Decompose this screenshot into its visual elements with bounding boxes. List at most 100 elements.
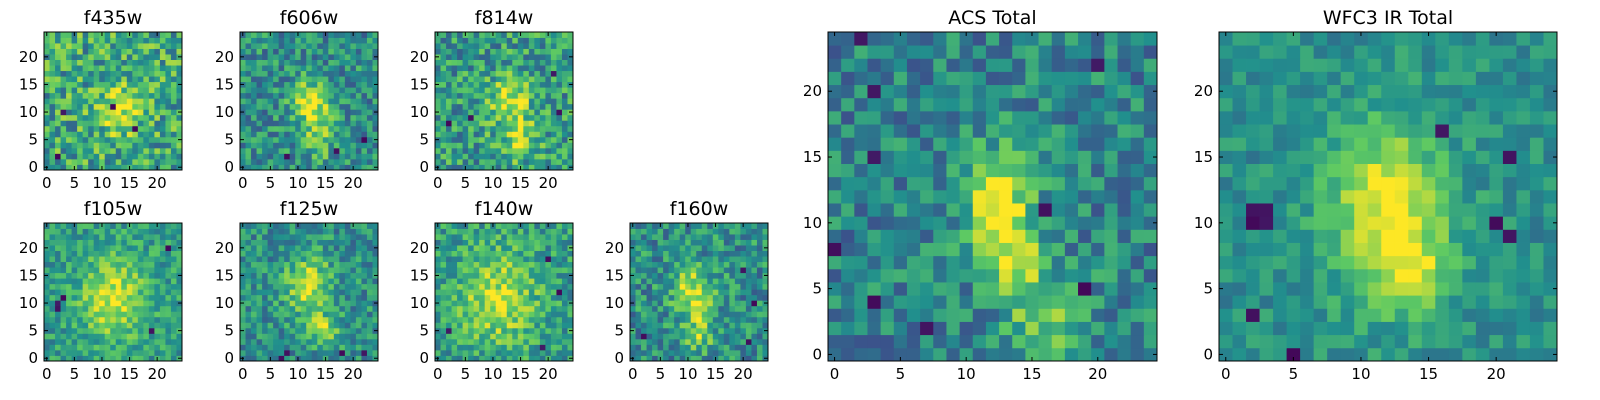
heatmap-cell xyxy=(556,223,563,229)
heatmap-cell xyxy=(462,59,469,66)
heatmap-cell xyxy=(82,65,89,72)
heatmap-cell xyxy=(66,87,72,94)
x-tick-label: 0 xyxy=(628,365,638,383)
y-tick-label: 20 xyxy=(215,48,234,66)
heatmap-cell xyxy=(99,131,106,138)
heatmap-cell xyxy=(295,283,302,290)
heatmap-cell xyxy=(462,349,469,356)
heatmap-cell xyxy=(517,344,524,351)
heatmap-cell xyxy=(545,125,552,132)
heatmap-cell xyxy=(567,98,574,105)
heatmap-cell xyxy=(77,228,84,235)
heatmap-cell xyxy=(685,316,692,323)
heatmap-cell xyxy=(306,114,313,121)
heatmap-cell xyxy=(473,338,480,345)
heatmap-cell xyxy=(60,43,67,49)
heatmap-cell xyxy=(854,189,868,204)
heatmap-cell xyxy=(355,250,362,257)
heatmap-cell xyxy=(49,48,56,55)
heatmap-cell xyxy=(361,125,368,132)
heatmap-cell xyxy=(361,355,368,362)
heatmap-cell xyxy=(137,70,144,77)
heatmap-cell xyxy=(143,256,150,263)
heatmap-cell xyxy=(567,43,574,49)
heatmap-cell xyxy=(867,282,882,296)
heatmap-cell xyxy=(479,65,486,72)
heatmap-cell xyxy=(289,256,296,263)
heatmap-cell xyxy=(1143,268,1158,283)
heatmap-cell xyxy=(344,65,351,72)
heatmap-cell xyxy=(251,136,257,143)
heatmap-cell xyxy=(641,239,647,246)
heatmap-cell xyxy=(1025,295,1039,309)
heatmap-cell xyxy=(635,338,642,345)
heatmap-cell xyxy=(115,349,122,356)
heatmap-cell xyxy=(462,70,469,77)
heatmap-cell xyxy=(495,109,502,116)
heatmap-cell xyxy=(126,114,133,121)
heatmap-cell xyxy=(646,311,653,318)
heatmap-cell xyxy=(435,267,441,274)
heatmap-cell xyxy=(440,70,447,77)
heatmap-cell xyxy=(534,70,541,77)
heatmap-cell xyxy=(333,109,340,116)
heatmap-cell xyxy=(143,228,150,235)
heatmap-cell xyxy=(946,334,960,349)
heatmap-cell xyxy=(1143,295,1158,309)
heatmap-cell xyxy=(630,267,636,274)
heatmap-cell xyxy=(126,109,133,116)
heatmap-cell xyxy=(506,147,513,154)
heatmap-cell xyxy=(256,289,263,296)
heatmap-cell xyxy=(435,234,441,240)
heatmap-cell xyxy=(170,333,177,340)
heatmap-cell xyxy=(1051,268,1066,283)
heatmap-cell xyxy=(333,344,340,351)
heatmap-cell xyxy=(251,59,257,66)
heatmap-cell xyxy=(77,245,84,251)
heatmap-cell xyxy=(756,250,763,257)
heatmap-cell xyxy=(273,289,280,296)
y-tick-label: 0 xyxy=(419,349,429,367)
heatmap-cell xyxy=(355,261,362,268)
heatmap-cell xyxy=(88,92,95,99)
heatmap-cell xyxy=(517,76,524,83)
heatmap-cell xyxy=(1025,321,1039,336)
heatmap-cell xyxy=(906,163,921,178)
heatmap-cell xyxy=(289,338,296,345)
heatmap-cell xyxy=(495,76,502,83)
heatmap-cell xyxy=(300,322,307,329)
heatmap-cell xyxy=(1012,163,1026,178)
heatmap-cell xyxy=(170,349,177,356)
heatmap-cell xyxy=(462,327,469,334)
heatmap-cell xyxy=(707,278,714,285)
heatmap-cell xyxy=(495,87,502,94)
heatmap-cell xyxy=(517,283,524,290)
heatmap-cell xyxy=(121,125,128,132)
heatmap-cell xyxy=(278,272,285,279)
heatmap-cell xyxy=(137,125,144,132)
heatmap-cell xyxy=(545,289,552,296)
heatmap-cell xyxy=(99,305,106,312)
heatmap-cell xyxy=(473,98,480,105)
heatmap-cell xyxy=(71,234,78,240)
heatmap-cell xyxy=(523,300,530,307)
heatmap-cell xyxy=(946,255,960,270)
heatmap-cell xyxy=(479,250,486,257)
heatmap-cell xyxy=(339,70,346,77)
heatmap-cell xyxy=(115,103,122,110)
heatmap-cell xyxy=(137,37,144,44)
heatmap-cell xyxy=(972,334,987,349)
heatmap-cell xyxy=(366,355,373,362)
heatmap-cell xyxy=(451,136,458,143)
heatmap-cell xyxy=(284,349,291,356)
heatmap-cell xyxy=(366,87,373,94)
heatmap-cell xyxy=(88,272,95,279)
heatmap-cell xyxy=(657,283,664,290)
heatmap-cell xyxy=(93,305,100,312)
y-tick-label: 10 xyxy=(19,103,38,121)
heatmap-cell xyxy=(641,272,647,279)
heatmap-cell xyxy=(126,272,133,279)
heatmap-cell xyxy=(344,322,351,329)
heatmap-cell xyxy=(446,349,452,356)
heatmap-cell xyxy=(256,54,263,60)
